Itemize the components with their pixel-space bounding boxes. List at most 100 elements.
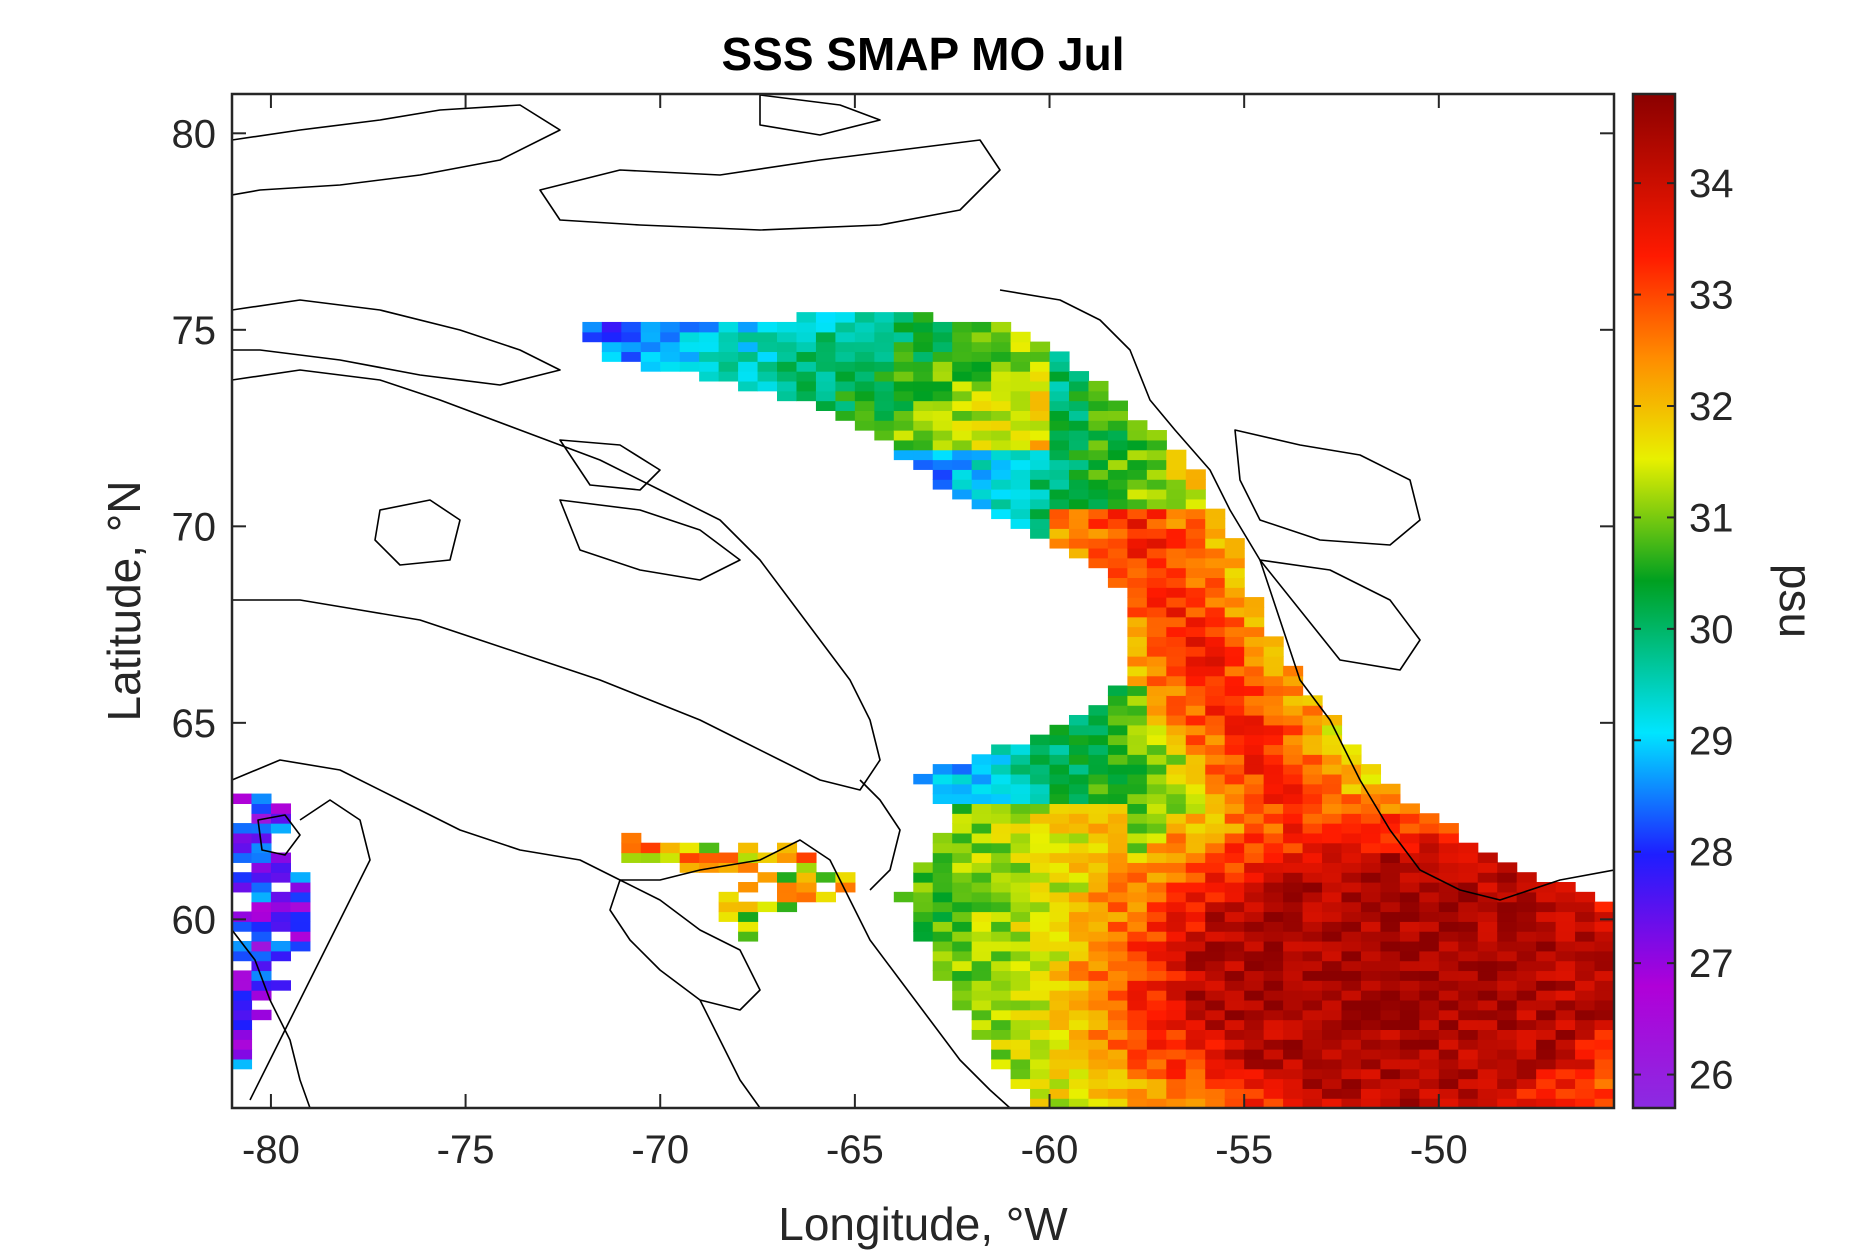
- salinity-cell: [1030, 891, 1051, 903]
- salinity-cell: [1088, 1009, 1109, 1021]
- salinity-cell: [1068, 380, 1090, 392]
- salinity-cell: [1166, 488, 1187, 500]
- salinity-cell: [1224, 803, 1245, 814]
- salinity-cell: [251, 862, 272, 873]
- salinity-cell: [699, 371, 720, 382]
- salinity-cell: [1419, 1009, 1440, 1021]
- salinity-cell: [1127, 675, 1148, 687]
- salinity-cell: [1283, 773, 1304, 785]
- salinity-cell: [1322, 990, 1343, 1001]
- salinity-cell: [1224, 656, 1245, 667]
- salinity-cell: [1146, 449, 1167, 461]
- salinity-cell: [1224, 646, 1245, 657]
- salinity-cell: [991, 901, 1012, 913]
- salinity-cell: [718, 911, 739, 922]
- salinity-cell: [1146, 587, 1167, 598]
- salinity-cell: [952, 813, 973, 824]
- salinity-cell: [1283, 724, 1304, 736]
- salinity-cell: [1438, 1029, 1459, 1040]
- salinity-cell: [1516, 1039, 1537, 1050]
- salinity-cell: [1010, 469, 1031, 480]
- salinity-cell: [1107, 999, 1128, 1011]
- salinity-cell: [1244, 597, 1265, 608]
- salinity-cell: [1536, 1088, 1557, 1099]
- salinity-cell: [971, 882, 992, 893]
- salinity-cell: [952, 980, 973, 991]
- salinity-cell: [1166, 538, 1187, 549]
- salinity-cell: [952, 891, 973, 903]
- salinity-cell: [971, 891, 992, 903]
- salinity-cell: [1088, 714, 1109, 726]
- salinity-cell: [932, 341, 953, 353]
- salinity-cell: [1302, 744, 1323, 755]
- salinity-cell: [1244, 950, 1265, 962]
- salinity-cell: [1224, 773, 1245, 785]
- salinity-cell: [1244, 744, 1265, 755]
- salinity-cell: [1536, 990, 1557, 1001]
- salinity-cell: [1380, 842, 1401, 854]
- salinity-cell: [1185, 616, 1206, 628]
- salinity-cell: [1146, 970, 1167, 981]
- salinity-cell: [1419, 1058, 1440, 1070]
- salinity-cell: [1166, 705, 1187, 716]
- salinity-cell: [893, 361, 914, 372]
- salinity-cell: [1536, 960, 1557, 972]
- salinity-cell: [1030, 420, 1051, 431]
- salinity-cell: [1088, 862, 1109, 873]
- salinity-cell: [1263, 646, 1284, 657]
- salinity-cell: [991, 459, 1012, 470]
- salinity-cell: [1010, 1078, 1031, 1089]
- salinity-cell: [1185, 872, 1206, 883]
- salinity-cell: [1322, 999, 1343, 1011]
- salinity-cell: [582, 331, 603, 343]
- salinity-cell: [1030, 1039, 1051, 1050]
- salinity-cell: [1555, 1049, 1576, 1060]
- salinity-cell: [1146, 430, 1167, 441]
- salinity-cell: [1322, 960, 1343, 972]
- salinity-cell: [991, 321, 1012, 333]
- salinity-cell: [1438, 891, 1459, 903]
- salinity-cell: [1263, 832, 1284, 844]
- salinity-cell: [1283, 1088, 1304, 1099]
- salinity-cell: [1205, 960, 1226, 972]
- salinity-cell: [1302, 764, 1323, 775]
- salinity-cell: [1068, 469, 1090, 480]
- salinity-cell: [1360, 1068, 1382, 1080]
- salinity-cell: [1127, 665, 1148, 677]
- salinity-cell: [1030, 439, 1051, 451]
- salinity-cell: [1205, 606, 1226, 618]
- salinity-cell: [251, 882, 272, 893]
- salinity-cell: [1419, 990, 1440, 1001]
- salinity-cell: [1049, 488, 1070, 500]
- salinity-cell: [1419, 911, 1440, 922]
- salinity-cell: [1322, 724, 1343, 736]
- salinity-cell: [1030, 1098, 1051, 1108]
- salinity-cell: [1399, 803, 1420, 814]
- salinity-cell: [1068, 921, 1090, 932]
- salinity-cell: [232, 940, 253, 952]
- salinity-cell: [1010, 832, 1031, 844]
- salinity-cell: [1127, 950, 1148, 962]
- salinity-cell: [1244, 1029, 1265, 1040]
- salinity-cell: [1341, 882, 1362, 893]
- salinity-cell: [1049, 469, 1070, 480]
- salinity-cell: [991, 390, 1012, 402]
- salinity-cell: [1030, 469, 1051, 480]
- salinity-cell: [1497, 950, 1518, 962]
- salinity-cell: [815, 400, 836, 411]
- salinity-cell: [1322, 754, 1343, 765]
- salinity-cell: [1477, 960, 1498, 972]
- salinity-cell: [1516, 999, 1537, 1011]
- salinity-cell: [1049, 498, 1070, 510]
- salinity-cell: [1594, 1098, 1614, 1108]
- salinity-cell: [1263, 1049, 1284, 1060]
- salinity-cell: [1127, 1009, 1148, 1021]
- salinity-cell: [1185, 606, 1206, 618]
- salinity-cell: [232, 823, 253, 834]
- salinity-cell: [738, 341, 759, 353]
- salinity-cell: [777, 872, 798, 883]
- salinity-cell: [1263, 1078, 1284, 1089]
- salinity-cell: [1283, 734, 1304, 746]
- salinity-cell: [1283, 754, 1304, 765]
- salinity-cell: [1594, 1019, 1614, 1030]
